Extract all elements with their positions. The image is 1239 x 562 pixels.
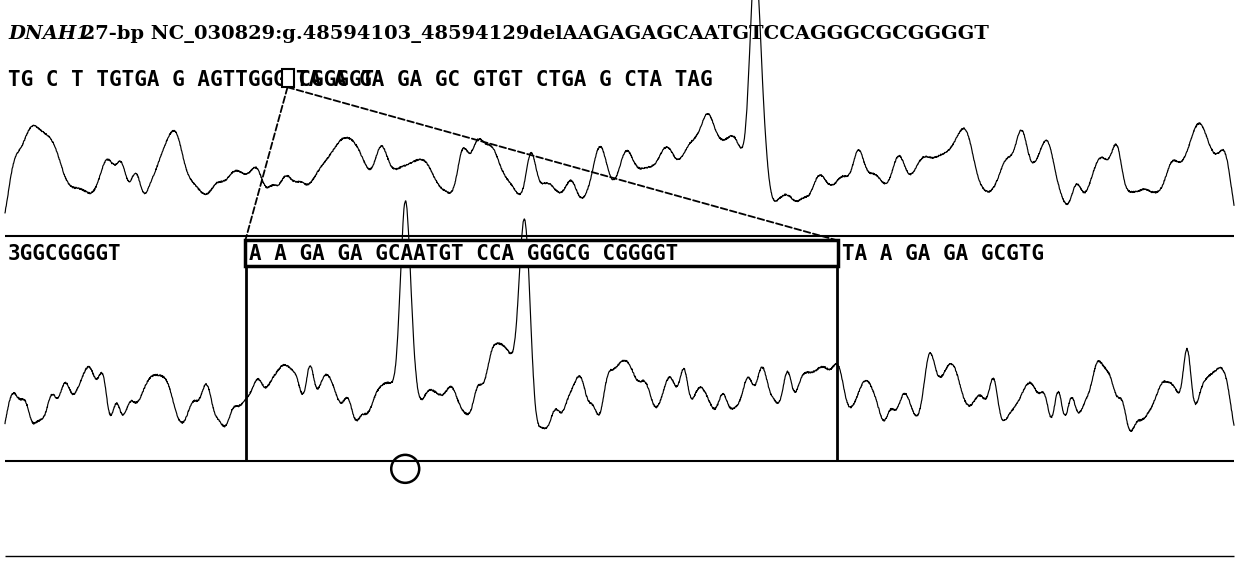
Text: A A GA GA GCAATGT CCA GGGCG CGGGGT: A A GA GA GCAATGT CCA GGGCG CGGGGT — [249, 244, 679, 265]
Text: 3GGCGGGGT: 3GGCGGGGT — [7, 244, 121, 265]
Text: TG C T TGTGA G AGTTGGG CGGGGT: TG C T TGTGA G AGTTGGG CGGGGT — [7, 70, 374, 90]
Bar — [245, 241, 838, 266]
Text: DNAH1: DNAH1 — [7, 25, 90, 43]
Bar — [281, 69, 294, 87]
Text: 27-bp NC_030829:g.48594103_48594129delAAGAGAGCAATGTCCAGGGCGCGGGGT: 27-bp NC_030829:g.48594103_48594129delAA… — [76, 25, 989, 43]
Text: TA A GA GA GC GTGT CTGA G CTA TAG: TA A GA GA GC GTGT CTGA G CTA TAG — [295, 70, 712, 90]
Text: TA A GA GA GCGTG: TA A GA GA GCGTG — [841, 244, 1043, 265]
